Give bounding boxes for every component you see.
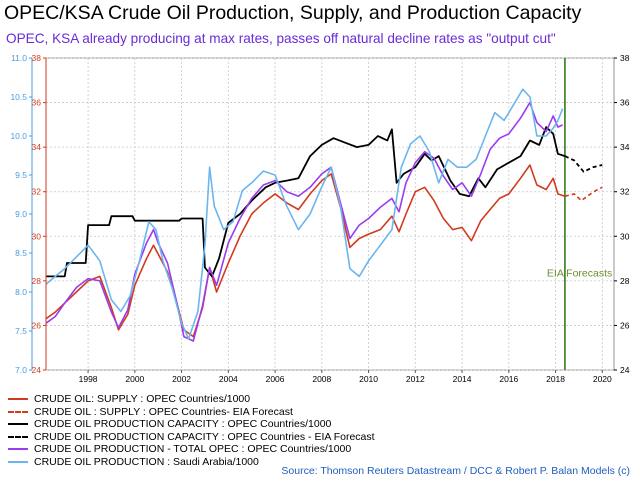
chart-canvas: 7.0 7.5 8.0 8.5 9.0 9.5 10.0 10.5 11.0 24 26 28 30 32… <box>10 53 629 384</box>
legend-label: CRUDE OIL PRODUCTION CAPACITY : OPEC Cou… <box>34 430 375 443</box>
series-saudi-solid <box>45 88 564 340</box>
right-axis-tick-label: 26 <box>620 320 630 330</box>
legend-swatch <box>8 423 28 426</box>
legend-label: CRUDE OIL PRODUCTION - TOTAL OPEC : OPEC… <box>34 443 352 456</box>
x-axis-tick-label: 2010 <box>359 374 378 384</box>
x-axis-tick-label: 2018 <box>546 374 565 384</box>
inner-axis-tick-label: 26 <box>32 320 42 330</box>
x-axis-tick-label: 2020 <box>593 374 612 384</box>
left-axis-tick-label: 8.5 <box>15 248 27 258</box>
x-axis-tick-label: 2000 <box>125 374 144 384</box>
right-axis-tick-label: 38 <box>620 53 630 63</box>
eia-forecasts-annotation: EIA Forecasts <box>547 267 612 279</box>
legend-swatch <box>8 398 28 401</box>
legend-label: CRUDE OIL: SUPPLY : OPEC Countries/1000 <box>34 393 251 406</box>
inner-axis-tick-label: 28 <box>32 276 42 286</box>
legend-entry: CRUDE OIL PRODUCTION - TOTAL OPEC : OPEC… <box>8 443 428 456</box>
inner-axis-tick-label: 24 <box>32 365 42 375</box>
x-axis-tick-label: 2002 <box>172 374 191 384</box>
right-axis-tick-label: 32 <box>620 187 630 197</box>
legend-entry: CRUDE OIL : SUPPLY : OPEC Countries- EIA… <box>8 406 428 419</box>
series-capacity-solid <box>46 126 566 278</box>
right-axis-tick-label: 36 <box>620 98 630 108</box>
series-capacity-dashed <box>564 155 603 173</box>
chart-legend: CRUDE OIL: SUPPLY : OPEC Countries/1000 C… <box>8 393 428 468</box>
series-supply-solid <box>45 164 566 338</box>
x-axis-tick-label: 2006 <box>266 374 285 384</box>
right-axis-tick-label: 34 <box>620 142 630 152</box>
left-axis-tick-label: 9.5 <box>15 170 27 180</box>
legend-entry: CRUDE OIL PRODUCTION CAPACITY : OPEC Cou… <box>8 431 428 444</box>
right-axis-tick-label: 28 <box>620 276 630 286</box>
legend-entry: CRUDE OIL PRODUCTION CAPACITY : OPEC Cou… <box>8 418 428 431</box>
inner-axis-tick-label: 30 <box>32 231 42 241</box>
left-axis-tick-label: 8.0 <box>15 287 27 297</box>
legend-label: CRUDE OIL PRODUCTION : Saudi Arabia/1000 <box>34 455 259 468</box>
x-axis-tick-label: 2014 <box>453 374 472 384</box>
left-axis-tick-label: 10.5 <box>10 92 27 102</box>
chart-axes: 7.0 7.5 8.0 8.5 9.0 9.5 10.0 10.5 11.0 24 26 28 30 32… <box>10 53 629 384</box>
left-axis-tick-label: 7.0 <box>15 365 27 375</box>
legend-label: CRUDE OIL PRODUCTION CAPACITY : OPEC Cou… <box>34 418 332 431</box>
source-credit: Source: Thomson Reuters Datastream / DCC… <box>281 465 630 477</box>
legend-swatch <box>8 460 28 463</box>
x-axis-tick-label: 2012 <box>406 374 425 384</box>
inner-axis-tick-label: 36 <box>32 98 42 108</box>
legend-swatch <box>8 410 28 413</box>
inner-axis-tick-label: 38 <box>32 53 42 63</box>
left-axis-tick-label: 11.0 <box>11 53 27 63</box>
legend-swatch <box>8 448 28 451</box>
legend-label: CRUDE OIL : SUPPLY : OPEC Countries- EIA… <box>34 405 293 418</box>
inner-axis-tick-label: 34 <box>32 142 42 152</box>
x-axis-tick-label: 2016 <box>499 374 518 384</box>
inner-axis-tick-label: 32 <box>32 187 42 197</box>
chart-grid <box>45 57 615 371</box>
right-axis-tick-label: 24 <box>620 365 630 375</box>
legend-entry: CRUDE OIL: SUPPLY : OPEC Countries/1000 <box>8 393 428 406</box>
left-axis-tick-label: 7.5 <box>15 326 27 336</box>
chart-subtitle: OPEC, KSA already producing at max rates… <box>6 31 556 46</box>
legend-swatch <box>8 435 28 438</box>
chart-title: OPEC/KSA Crude Oil Production, Supply, a… <box>4 2 582 24</box>
x-axis-tick-label: 2004 <box>219 374 238 384</box>
left-axis-tick-label: 9.0 <box>15 209 27 219</box>
x-axis-tick-label: 2008 <box>312 374 331 384</box>
chart-series <box>45 88 603 342</box>
series-supply-dashed <box>564 186 603 202</box>
left-axis-tick-label: 10.0 <box>10 131 27 141</box>
legend-entry: CRUDE OIL PRODUCTION : Saudi Arabia/1000 <box>8 456 428 469</box>
x-axis-tick-label: 1998 <box>79 374 98 384</box>
right-axis-tick-label: 30 <box>620 231 630 241</box>
